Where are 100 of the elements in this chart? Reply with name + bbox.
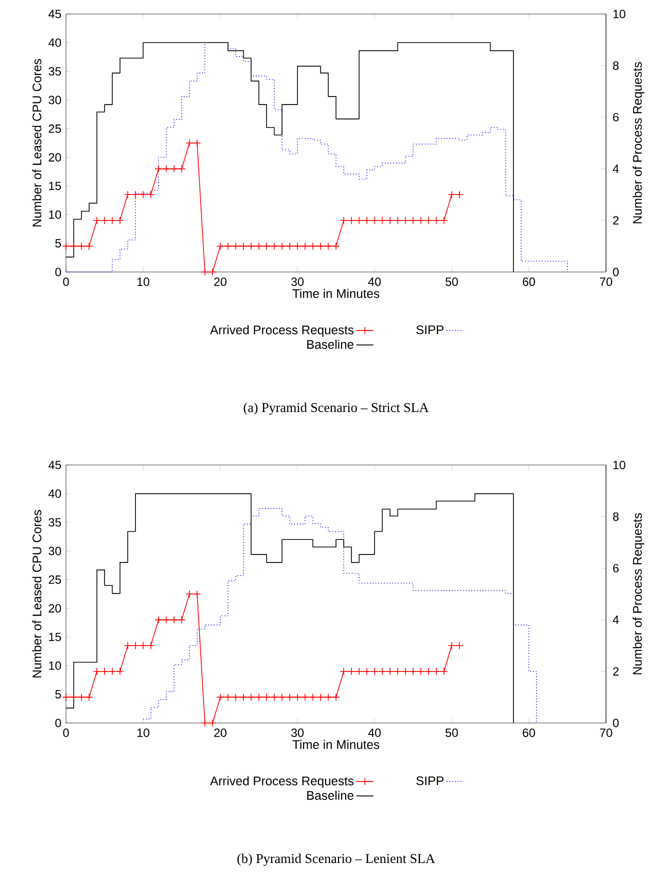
point — [432, 216, 440, 224]
x-axis-title: Time in Minutes — [292, 288, 380, 298]
y2-tick-label: 6 — [613, 564, 619, 572]
point — [186, 590, 194, 598]
y-tick-label: 20 — [48, 604, 62, 613]
point — [85, 242, 94, 250]
point — [308, 242, 317, 250]
y2-axis-title: Number of Process Requests — [632, 62, 644, 224]
x-tick-label: 50 — [446, 728, 458, 737]
y2-tick-label: 4 — [612, 164, 619, 173]
point — [416, 216, 425, 224]
point — [332, 693, 340, 702]
point — [316, 242, 324, 250]
point — [340, 667, 348, 676]
x-tick-label: 50 — [446, 278, 458, 286]
point — [193, 139, 202, 147]
point — [146, 642, 155, 650]
point — [308, 693, 317, 702]
y-tick-label: 30 — [48, 96, 62, 104]
point — [124, 190, 132, 198]
point — [355, 216, 364, 224]
point — [294, 242, 302, 250]
y-tick-label: 5 — [55, 239, 61, 248]
point — [394, 216, 402, 224]
point — [85, 693, 94, 702]
legend-label: Baseline — [307, 340, 354, 349]
y-tick-label: 15 — [49, 632, 61, 642]
point — [332, 242, 340, 250]
point — [247, 693, 256, 702]
y2-tick-label: 8 — [613, 512, 619, 521]
point — [92, 216, 101, 224]
point — [132, 642, 140, 650]
x-tick-label: 40 — [368, 278, 381, 286]
point — [378, 216, 386, 224]
point — [348, 667, 356, 676]
point — [100, 667, 108, 676]
point — [208, 268, 216, 276]
y2-tick-label: 4 — [612, 616, 619, 624]
x-tick-label: 10 — [137, 728, 150, 737]
x-tick-label: 40 — [368, 728, 381, 737]
point — [116, 216, 124, 224]
point — [301, 693, 310, 702]
legend-label: SIPP — [416, 776, 444, 786]
point — [154, 164, 162, 173]
text: (b) Pyramid Scenario – Lenient SLA — [237, 854, 436, 866]
point — [286, 242, 294, 250]
point — [409, 667, 418, 676]
text: (a) Pyramid Scenario – Strict SLA — [244, 402, 429, 415]
point — [262, 242, 270, 250]
point — [270, 242, 278, 250]
y2-tick-label: 0 — [612, 718, 619, 728]
point — [224, 693, 232, 702]
point — [278, 242, 286, 250]
y-tick-label: 0 — [55, 718, 62, 728]
point — [286, 693, 294, 702]
point — [386, 216, 394, 224]
y-axis-title: Number of Leased CPU Cores — [32, 59, 42, 226]
point — [232, 242, 240, 250]
point — [208, 719, 216, 727]
point — [162, 616, 170, 624]
point — [448, 190, 456, 198]
point — [146, 190, 155, 198]
point — [324, 242, 332, 250]
y-tick-label: 25 — [48, 575, 61, 584]
point — [186, 139, 194, 147]
point — [402, 667, 410, 676]
x-tick-label: 0 — [63, 728, 69, 737]
y-tick-label: 20 — [48, 153, 62, 162]
point — [440, 216, 448, 224]
point — [316, 693, 324, 702]
y-tick-label: 5 — [55, 690, 61, 698]
point — [224, 242, 232, 250]
point — [240, 693, 248, 702]
point — [178, 616, 186, 624]
y-tick-label: 35 — [48, 67, 61, 76]
x-tick-label: 20 — [214, 728, 226, 737]
point — [78, 242, 86, 250]
point — [278, 693, 286, 702]
point — [139, 642, 148, 650]
y2-tick-label: 10 — [613, 10, 626, 18]
y-tick-label: 15 — [49, 182, 61, 190]
point — [294, 693, 302, 702]
point — [216, 693, 224, 702]
point — [108, 216, 116, 224]
y-tick-label: 30 — [48, 546, 62, 556]
point — [402, 216, 410, 224]
point — [270, 693, 278, 702]
legend-label: Arrived Process Requests — [210, 325, 354, 337]
point — [254, 242, 263, 250]
point — [324, 693, 332, 702]
legend-label: SIPP — [416, 325, 444, 334]
point — [424, 667, 432, 676]
point — [301, 242, 310, 250]
y-axis-title: Number of Leased CPU Cores — [32, 510, 42, 678]
x-tick-label: 30 — [291, 728, 304, 737]
point — [262, 693, 270, 702]
point — [170, 616, 178, 624]
point — [370, 667, 378, 676]
y-tick-label: 10 — [49, 210, 62, 219]
point — [362, 667, 371, 676]
